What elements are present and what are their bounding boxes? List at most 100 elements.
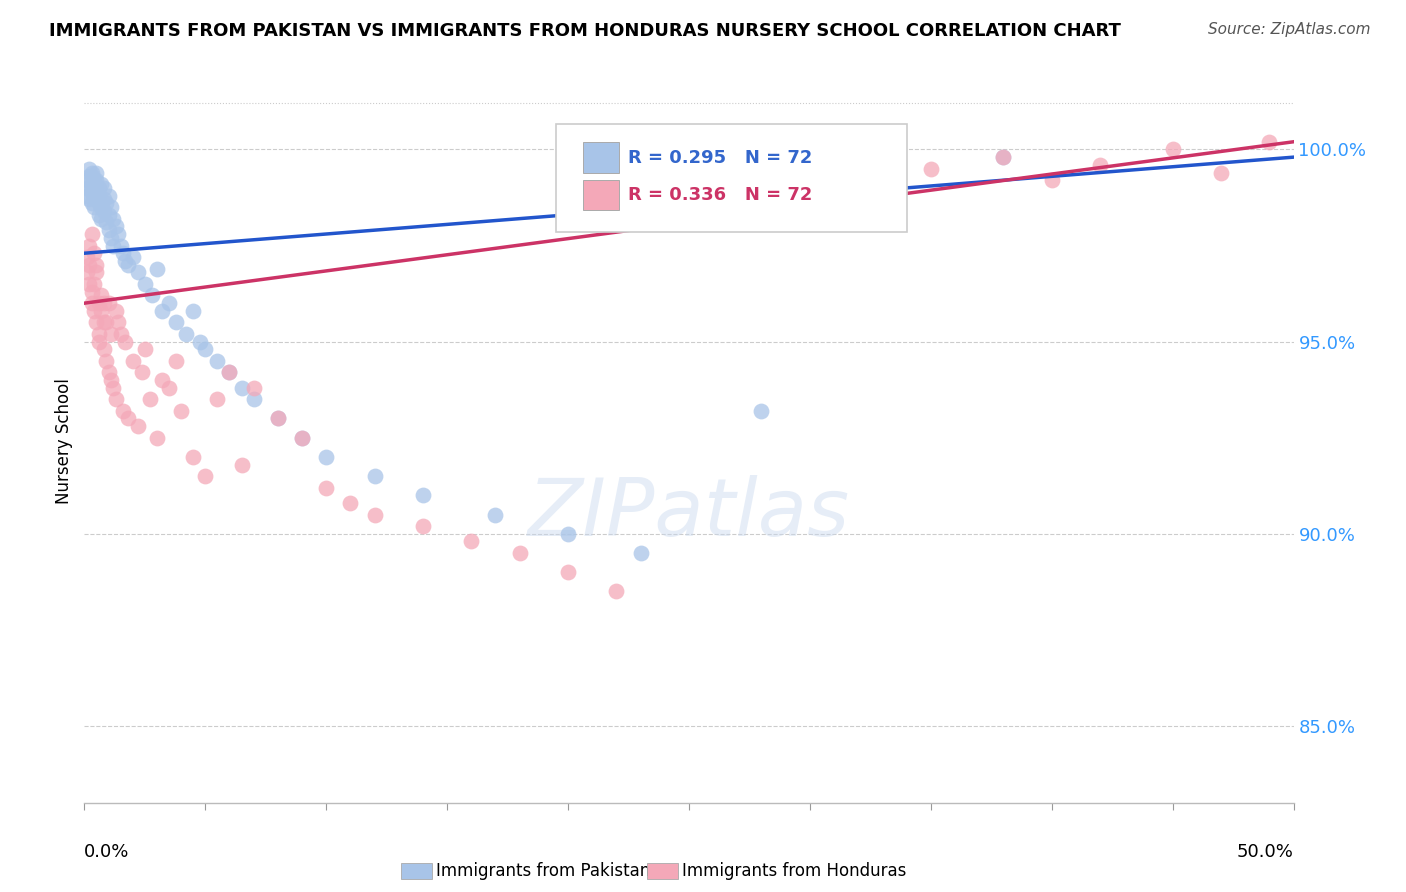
Point xyxy=(134,343,156,357)
Point xyxy=(83,277,105,291)
Point xyxy=(94,354,117,368)
Point xyxy=(114,253,136,268)
Text: Immigrants from Honduras: Immigrants from Honduras xyxy=(682,862,907,880)
Point xyxy=(86,173,108,187)
Point xyxy=(90,200,112,214)
Text: Immigrants from Pakistan: Immigrants from Pakistan xyxy=(436,862,650,880)
Point xyxy=(1161,143,1184,157)
Point xyxy=(80,296,103,310)
Point xyxy=(93,193,115,207)
Point xyxy=(146,431,169,445)
Point xyxy=(134,277,156,291)
Point xyxy=(194,469,217,483)
Point xyxy=(87,326,110,341)
Point xyxy=(460,534,482,549)
Point xyxy=(121,250,143,264)
Point xyxy=(94,215,117,229)
Point xyxy=(77,277,100,291)
Point xyxy=(90,211,112,226)
Point xyxy=(104,219,127,234)
Point xyxy=(97,223,120,237)
FancyBboxPatch shape xyxy=(555,124,907,232)
Point xyxy=(315,481,337,495)
Point xyxy=(100,373,122,387)
Point xyxy=(751,404,773,418)
Point xyxy=(315,450,337,464)
Point xyxy=(93,203,115,218)
Point xyxy=(86,258,108,272)
Point xyxy=(138,392,160,407)
Text: R = 0.336   N = 72: R = 0.336 N = 72 xyxy=(628,186,813,204)
Point xyxy=(117,258,139,272)
Point xyxy=(104,392,127,407)
Point xyxy=(90,304,112,318)
Point xyxy=(181,450,204,464)
Point xyxy=(77,238,100,252)
Point xyxy=(339,496,361,510)
Point xyxy=(97,188,120,202)
Text: IMMIGRANTS FROM PAKISTAN VS IMMIGRANTS FROM HONDURAS NURSERY SCHOOL CORRELATION : IMMIGRANTS FROM PAKISTAN VS IMMIGRANTS F… xyxy=(49,22,1121,40)
Point xyxy=(117,411,139,425)
Text: R = 0.295   N = 72: R = 0.295 N = 72 xyxy=(628,149,813,167)
Y-axis label: Nursery School: Nursery School xyxy=(55,378,73,505)
Point xyxy=(231,458,253,472)
Point xyxy=(267,411,290,425)
Point xyxy=(86,265,108,279)
Point xyxy=(103,381,125,395)
Point xyxy=(97,208,120,222)
Point xyxy=(107,315,129,329)
Point xyxy=(80,196,103,211)
Point xyxy=(127,419,149,434)
Point xyxy=(76,188,98,202)
Point xyxy=(1209,165,1232,179)
Point xyxy=(993,150,1015,164)
Point xyxy=(103,238,125,252)
Point xyxy=(77,181,100,195)
Point xyxy=(157,381,180,395)
Point xyxy=(76,265,98,279)
Point xyxy=(80,169,103,184)
Point xyxy=(242,381,264,395)
Point xyxy=(112,404,135,418)
Point xyxy=(207,354,229,368)
Point xyxy=(94,196,117,211)
Point xyxy=(557,565,579,579)
Point xyxy=(1088,158,1111,172)
Point xyxy=(80,165,103,179)
Point xyxy=(112,246,135,260)
Point xyxy=(100,200,122,214)
Text: 50.0%: 50.0% xyxy=(1237,843,1294,861)
Point xyxy=(557,526,579,541)
Point xyxy=(87,296,110,310)
Point xyxy=(146,261,169,276)
Point xyxy=(83,177,105,191)
Point xyxy=(90,288,112,302)
Point xyxy=(86,185,108,199)
Point xyxy=(509,546,531,560)
Point xyxy=(181,304,204,318)
Point xyxy=(190,334,212,349)
Bar xyxy=(582,180,619,211)
Point xyxy=(100,231,122,245)
Point xyxy=(170,404,193,418)
Point xyxy=(1040,173,1063,187)
Point xyxy=(87,181,110,195)
Point xyxy=(363,508,385,522)
Point xyxy=(150,304,173,318)
Point xyxy=(83,200,105,214)
Point xyxy=(484,508,506,522)
Point xyxy=(267,411,290,425)
Point xyxy=(76,181,98,195)
Point xyxy=(141,288,163,302)
Point xyxy=(174,326,197,341)
Point xyxy=(678,169,700,184)
Point xyxy=(127,265,149,279)
Point xyxy=(218,365,240,379)
Point xyxy=(86,193,108,207)
Point xyxy=(77,193,100,207)
Point xyxy=(291,431,314,445)
Point xyxy=(86,165,108,179)
Point xyxy=(412,488,434,502)
Point xyxy=(131,365,153,379)
Point xyxy=(920,161,942,176)
